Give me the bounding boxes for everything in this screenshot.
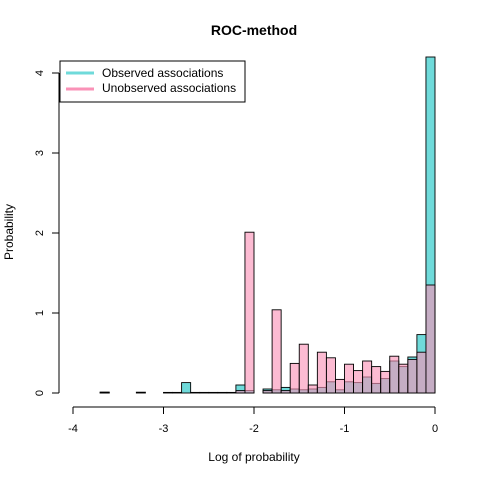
chart-title: ROC-method (211, 22, 297, 38)
bar-unobserved-21 (353, 370, 364, 394)
y-axis-title: Probability (2, 204, 16, 260)
bar-unobserved-1 (135, 391, 146, 394)
y-tick-label-0: 0 (34, 390, 46, 396)
x-tick-label-2: -2 (249, 423, 259, 435)
bar-unobserved-5 (199, 391, 210, 394)
bar-unobserved-23 (371, 366, 382, 394)
bar-unobserved-0 (99, 391, 110, 394)
x-tick-label-1: -3 (159, 423, 169, 435)
bar-unobserved-10 (244, 231, 255, 394)
bar-unobserved-14 (289, 362, 300, 394)
bar-unobserved-3 (172, 391, 183, 394)
bar-unobserved-8 (226, 391, 237, 394)
x-axis-title: Log of probability (208, 450, 299, 464)
bar-unobserved-11 (262, 390, 273, 394)
y-tick-label-3: 3 (34, 150, 46, 156)
x-axis: -4 -3 -2 -1 0 (68, 406, 438, 435)
legend-box (59, 60, 246, 103)
legend: Observed associations Unobserved associa… (59, 60, 246, 103)
bar-unobserved-6 (208, 391, 219, 394)
bar-unobserved-7 (217, 391, 228, 394)
bar-unobserved-12 (271, 309, 282, 394)
unobserved-bars (99, 231, 436, 394)
bar-unobserved-16 (307, 384, 318, 394)
x-tick-label-3: -1 (340, 423, 350, 435)
bar-unobserved-28 (416, 351, 427, 394)
y-tick-label-1: 1 (34, 310, 46, 316)
y-tick-label-4: 4 (34, 70, 46, 76)
y-axis: 0 1 2 3 4 (34, 70, 60, 396)
bar-unobserved-27 (407, 358, 418, 394)
bar-unobserved-15 (298, 343, 309, 394)
x-tick-label-0: -4 (68, 423, 78, 435)
bar-unobserved-26 (398, 363, 409, 394)
bar-unobserved-29 (425, 284, 436, 394)
bar-unobserved-4 (190, 391, 201, 394)
bar-unobserved-20 (344, 363, 355, 394)
bar-unobserved-24 (380, 370, 391, 394)
legend-label-unobserved: Unobserved associations (102, 81, 236, 95)
legend-label-observed: Observed associations (102, 66, 223, 80)
bar-unobserved-25 (389, 355, 400, 394)
y-tick-label-2: 2 (34, 230, 46, 236)
bar-unobserved-19 (335, 378, 345, 394)
bar-unobserved-17 (316, 351, 327, 394)
bar-unobserved-13 (280, 390, 291, 394)
bar-observed-1 (181, 382, 192, 394)
bar-unobserved-9 (235, 390, 246, 394)
x-tick-label-4: 0 (432, 423, 438, 435)
bar-unobserved-22 (362, 360, 373, 394)
bar-unobserved-18 (325, 357, 336, 394)
bar-unobserved-2 (163, 391, 174, 394)
